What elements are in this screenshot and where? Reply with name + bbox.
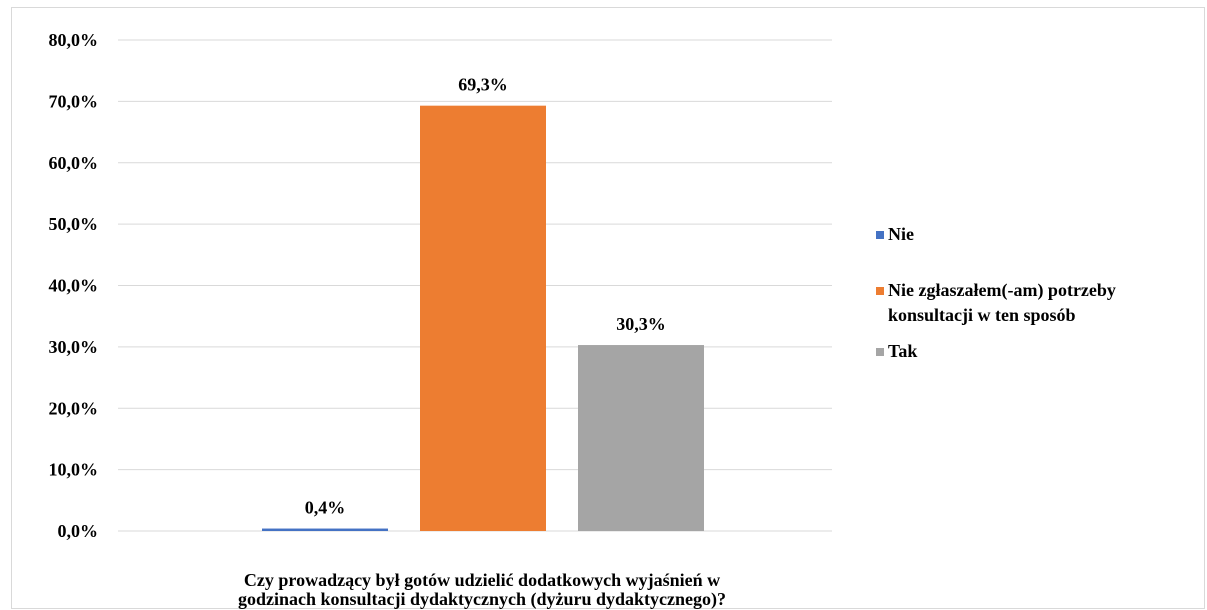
- legend-item-tak: Tak: [876, 339, 1206, 364]
- y-tick-label: 80,0%: [49, 30, 99, 50]
- legend-item-nie-zglaszalem: Nie zgłaszałem(-am) potrzeby konsultacji…: [876, 278, 1206, 328]
- legend-swatch-orange: [876, 287, 884, 295]
- y-tick-label: 50,0%: [49, 214, 99, 234]
- y-tick-label: 20,0%: [49, 398, 99, 418]
- chart-frame: [11, 7, 1205, 609]
- y-tick-label: 60,0%: [49, 153, 99, 173]
- gridlines: [118, 39, 832, 532]
- bar-1: [420, 105, 546, 531]
- y-tick-label: 40,0%: [49, 276, 99, 296]
- legend: Nie Nie zgłaszałem(-am) potrzeby konsult…: [876, 222, 1206, 364]
- y-tick-label: 0,0%: [58, 521, 99, 541]
- bar-0: [262, 528, 388, 531]
- legend-swatch-gray: [876, 348, 884, 356]
- data-label-2: 30,3%: [616, 314, 666, 334]
- legend-label: Tak: [888, 341, 918, 361]
- y-tick-label: 10,0%: [49, 460, 99, 480]
- data-label-1: 69,3%: [458, 75, 508, 95]
- legend-item-nie: Nie: [876, 222, 1206, 247]
- category-label-line-2: godzinach konsultacji dydaktycznych (dyż…: [238, 589, 726, 610]
- bars: [262, 105, 704, 531]
- legend-swatch-blue: [876, 231, 884, 239]
- legend-label-line-1: Nie zgłaszałem(-am) potrzeby: [888, 280, 1116, 300]
- category-label-line-1: Czy prowadzący był gotów udzielić dodatk…: [244, 570, 720, 590]
- data-label-0: 0,4%: [305, 498, 346, 518]
- y-tick-label: 30,0%: [49, 337, 99, 357]
- data-labels: 0,4% 69,3% 30,3%: [305, 75, 666, 518]
- bar-2: [578, 345, 704, 531]
- legend-label: Nie: [888, 224, 914, 244]
- y-axis-tick-labels: 0,0% 10,0% 20,0% 30,0% 40,0% 50,0% 60,0% 70,0% 8…: [49, 30, 99, 541]
- legend-label-line-2: konsultacji w ten sposób: [888, 305, 1076, 325]
- y-tick-label: 70,0%: [49, 91, 99, 111]
